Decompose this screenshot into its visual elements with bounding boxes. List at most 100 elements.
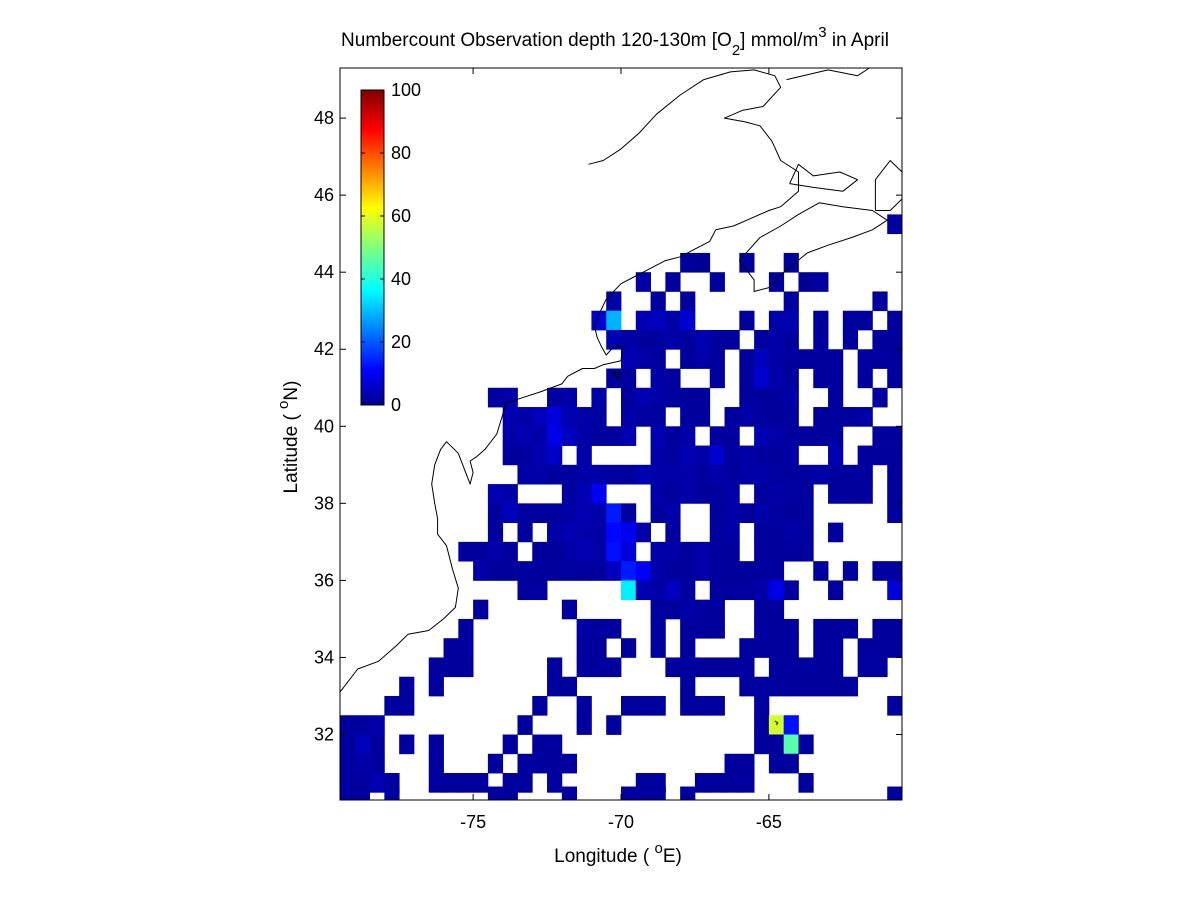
heatmap-cell xyxy=(709,522,725,543)
heatmap-cell xyxy=(783,464,799,485)
heatmap-cell xyxy=(857,407,873,427)
heatmap-cell xyxy=(842,329,859,350)
heatmap-cell xyxy=(532,407,548,427)
heatmap-cell xyxy=(813,676,829,697)
heatmap-cell xyxy=(650,329,666,350)
coastline-segment xyxy=(611,371,622,379)
heatmap-cell xyxy=(502,561,518,581)
heatmap-cell xyxy=(635,329,651,350)
heatmap-cell xyxy=(576,445,592,466)
heatmap-cell xyxy=(887,464,903,485)
heatmap-cell xyxy=(813,349,829,369)
heatmap-cell xyxy=(754,541,770,562)
heatmap-cell xyxy=(813,638,829,658)
heatmap-cell xyxy=(783,426,799,446)
heatmap-cell xyxy=(576,695,592,716)
heatmap-cell xyxy=(621,522,637,543)
heatmap-cell xyxy=(561,676,578,697)
heatmap-cell xyxy=(768,426,785,446)
heatmap-cell xyxy=(798,773,814,793)
heatmap-cell xyxy=(665,426,681,446)
heatmap-cell xyxy=(754,368,770,389)
heatmap-cell xyxy=(842,618,859,639)
heatmap-cell xyxy=(887,561,903,581)
heatmap-cell xyxy=(887,786,903,801)
heatmap-cell xyxy=(621,786,637,801)
heatmap-cell xyxy=(547,522,563,543)
heatmap-cell xyxy=(724,541,740,562)
heatmap-cell xyxy=(650,349,666,369)
y-tick-label: 42 xyxy=(314,339,334,359)
heatmap-cell xyxy=(621,387,637,408)
heatmap-cell xyxy=(709,657,725,678)
heatmap-cell xyxy=(783,387,799,408)
heatmap-cell xyxy=(872,657,888,678)
heatmap-cell xyxy=(606,310,622,331)
heatmap-cell xyxy=(561,464,578,485)
heatmap-cell xyxy=(739,657,755,678)
heatmap-cell xyxy=(576,522,592,543)
heatmap-cell xyxy=(547,445,563,466)
heatmap-cell xyxy=(768,329,785,350)
heatmap-cell xyxy=(813,464,829,485)
heatmap-cell xyxy=(547,676,563,697)
heatmap-cell xyxy=(517,426,533,446)
heatmap-cell xyxy=(340,786,356,801)
heatmap-cell xyxy=(783,445,799,466)
heatmap-cell xyxy=(828,657,844,678)
heatmap-cell xyxy=(517,445,533,466)
heatmap-cell xyxy=(739,349,755,369)
heatmap-cell xyxy=(547,561,563,581)
heatmap-cell xyxy=(635,695,651,716)
heatmap-cell xyxy=(813,368,829,389)
heatmap-cell xyxy=(709,561,725,581)
coastline-segment xyxy=(738,202,888,292)
heatmap-cell xyxy=(680,407,696,427)
heatmap-cell xyxy=(606,541,622,562)
heatmap-cell xyxy=(754,561,770,581)
heatmap-cell xyxy=(443,773,459,793)
heatmap-cell xyxy=(650,599,666,620)
coastline-segment xyxy=(786,67,870,81)
plot-area: -75 -70 -65 32 34 36 38 40 42 44 46 48 xyxy=(314,67,903,832)
heatmap-cell xyxy=(650,426,666,446)
heatmap-cell xyxy=(576,657,592,678)
heatmap-cell xyxy=(591,503,607,524)
heatmap-cell xyxy=(887,618,903,639)
heatmap-cell xyxy=(709,618,725,639)
heatmap-cell xyxy=(487,561,504,581)
heatmap-cell xyxy=(576,561,592,581)
heatmap-cell xyxy=(768,368,785,389)
heatmap-cell xyxy=(680,599,696,620)
heatmap-cell xyxy=(650,695,666,716)
heatmap-cell xyxy=(650,541,666,562)
coastline-segment xyxy=(774,720,779,726)
heatmap-cell xyxy=(680,252,696,273)
heatmap-cell xyxy=(517,753,533,774)
heatmap-cell xyxy=(621,329,637,350)
heatmap-cell xyxy=(650,618,666,639)
x-tick-label: -75 xyxy=(460,812,486,832)
heatmap-cell xyxy=(561,599,578,620)
heatmap-cell xyxy=(665,580,681,601)
heatmap-cell xyxy=(783,580,799,601)
chart-title: Numbercount Observation depth 120-130m [… xyxy=(341,24,889,59)
heatmap-cell xyxy=(739,638,755,658)
heatmap-cell xyxy=(458,638,474,658)
heatmap-cell xyxy=(739,676,755,697)
colorbar-tick-label: 20 xyxy=(391,332,411,352)
heatmap-cell xyxy=(561,387,578,408)
heatmap-cell xyxy=(768,387,785,408)
heatmap-cell xyxy=(665,272,681,292)
heatmap-cell xyxy=(680,695,696,716)
heatmap-cell xyxy=(680,618,696,639)
title-superscript: 3 xyxy=(818,24,826,41)
heatmap-cell xyxy=(857,657,873,678)
heatmap-cell xyxy=(828,445,844,466)
heatmap-cell xyxy=(709,464,725,485)
heatmap-cell xyxy=(694,561,711,581)
heatmap-cell xyxy=(561,426,578,446)
heatmap-cell xyxy=(739,561,755,581)
heatmap-cell xyxy=(709,426,725,446)
heatmap-cell xyxy=(813,561,829,581)
